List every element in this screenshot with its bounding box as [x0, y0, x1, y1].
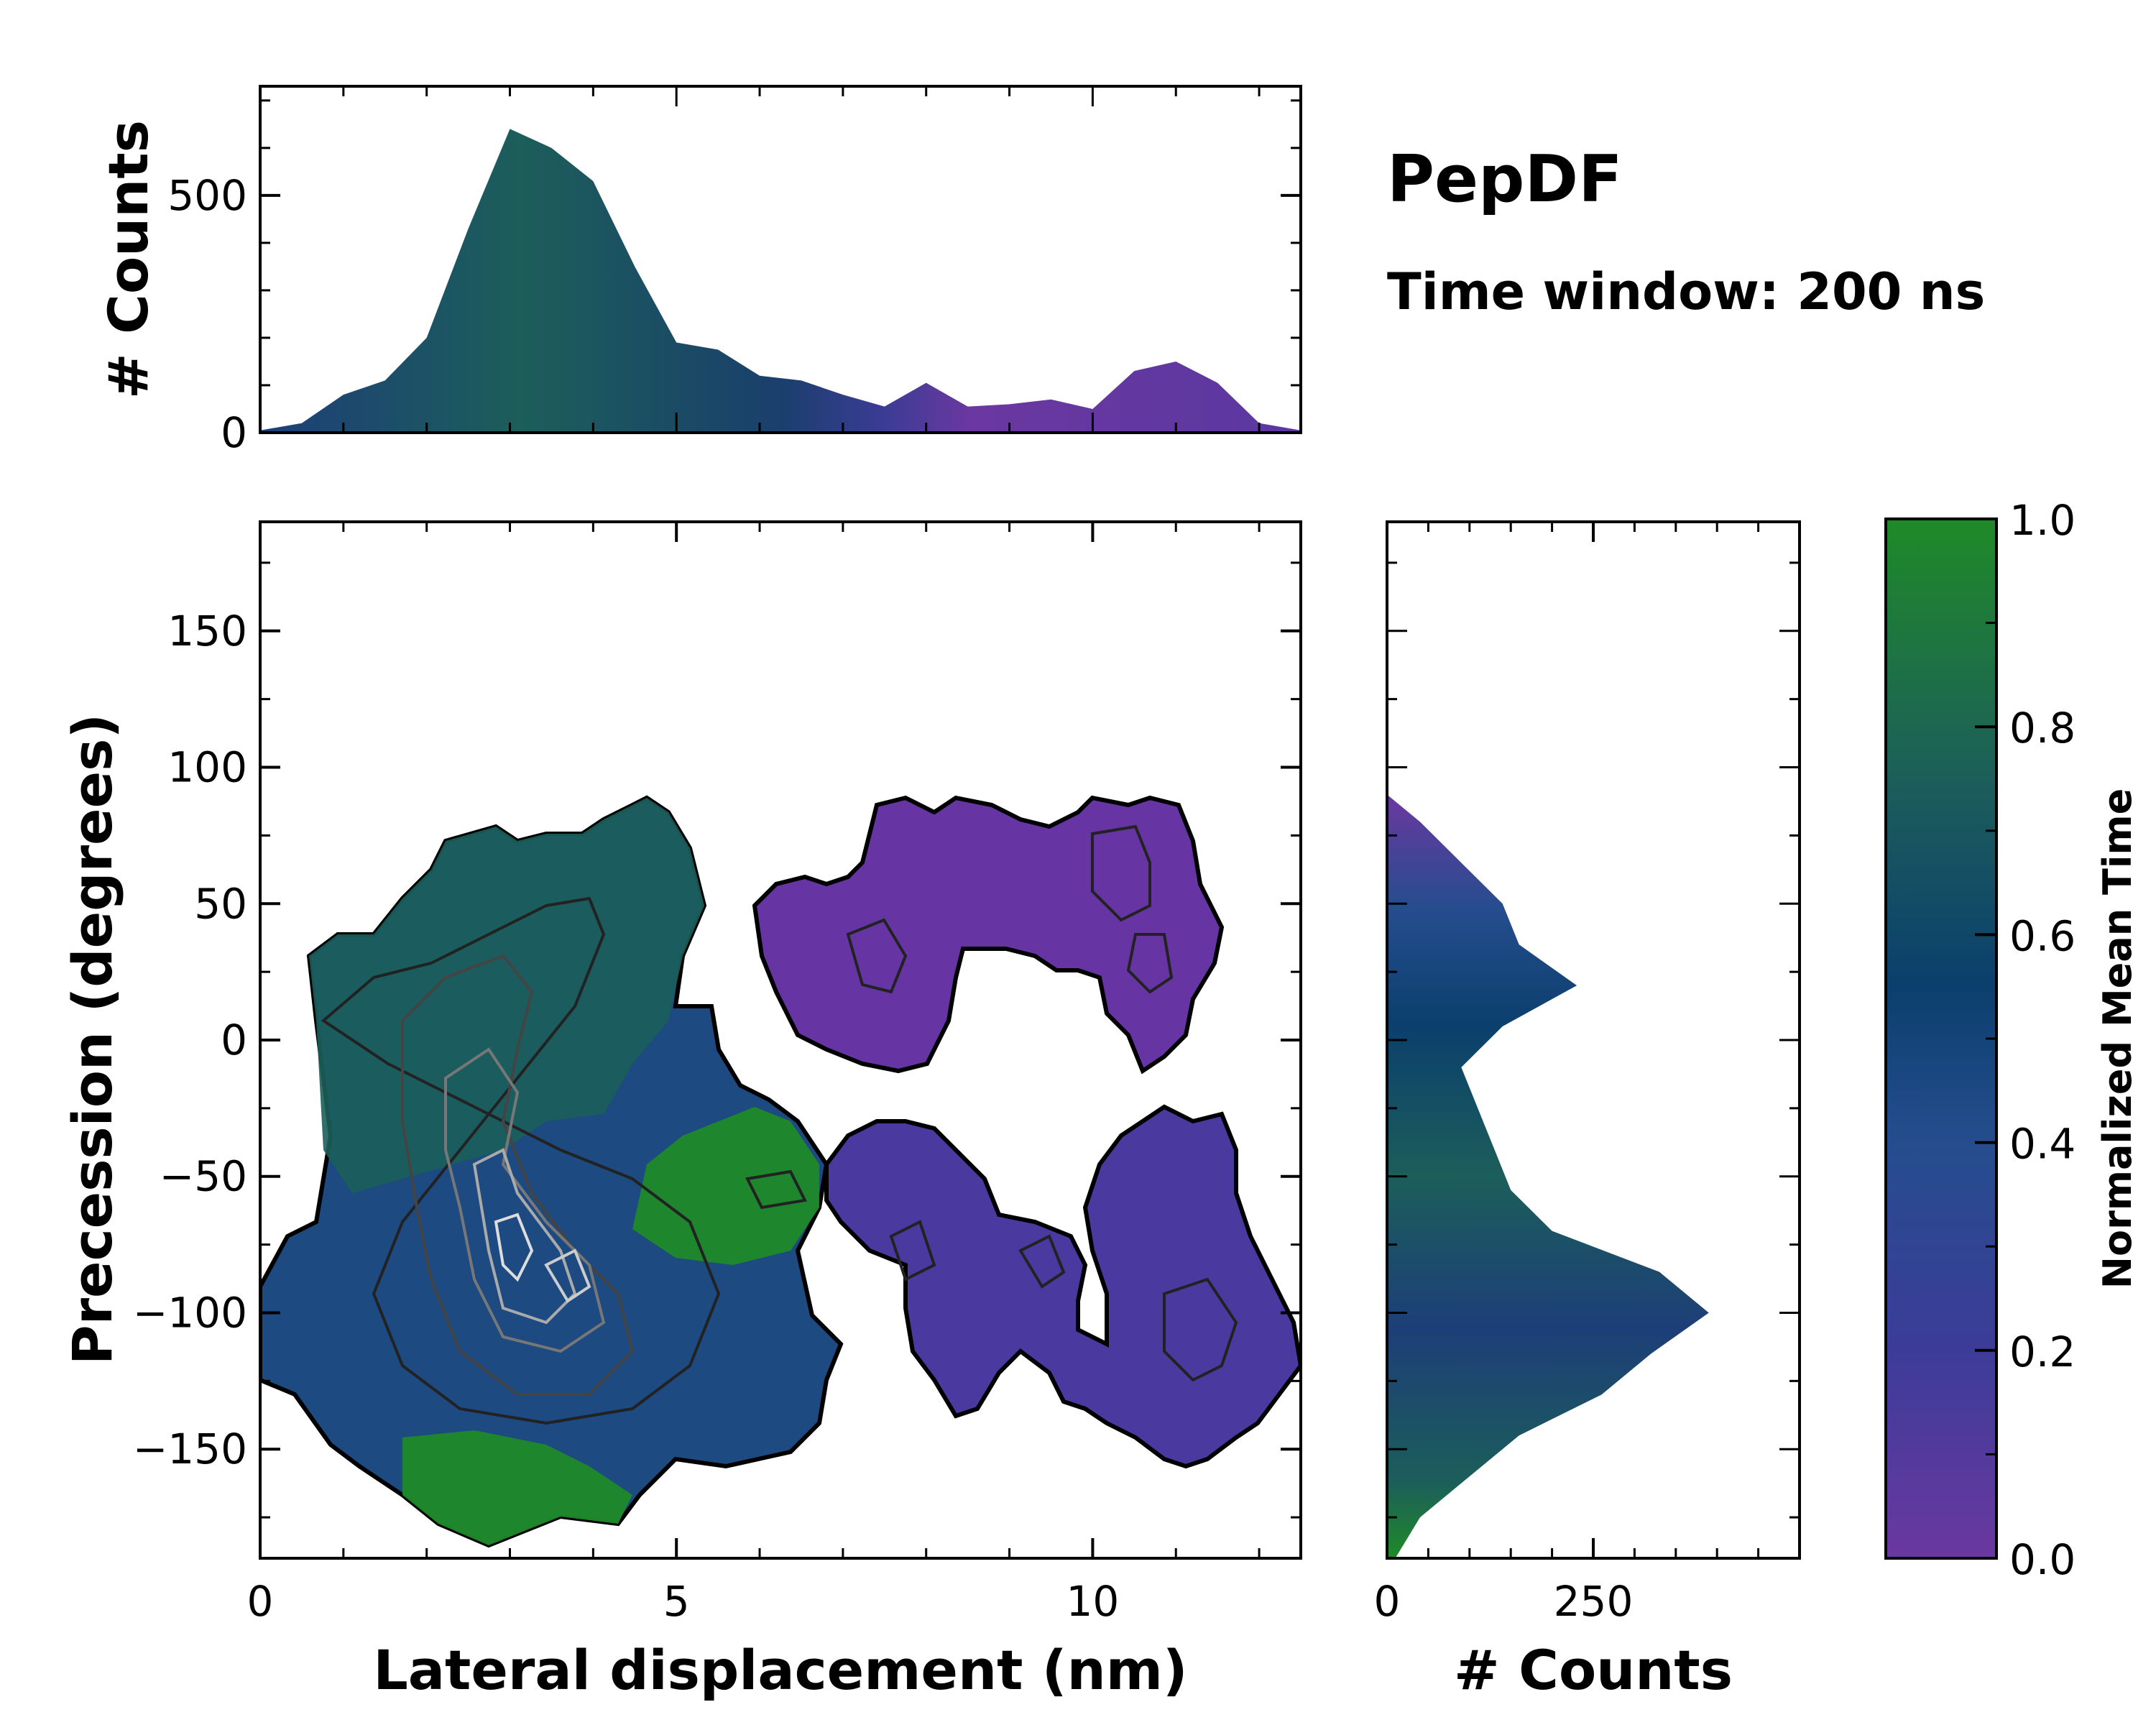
heatmap-regions [260, 795, 1301, 1548]
colorbar-tick-label: 1.0 [2009, 496, 2076, 545]
right-histogram-bars [1387, 794, 1709, 1558]
cluster-b-region [752, 795, 1225, 1075]
top-y-ticks: 0 500 [167, 86, 1301, 457]
top-histogram-area [260, 129, 1301, 433]
contour-lines [321, 824, 1238, 1425]
main-x-label: Lateral displacement (nm) [373, 1638, 1187, 1702]
top-y-label: # Counts [96, 120, 160, 399]
main-y-tick-label: 150 [167, 607, 247, 656]
right-x-label: # Counts [1454, 1638, 1733, 1702]
main-y-tick-label: −50 [160, 1152, 247, 1201]
right-histogram-area [1387, 794, 1709, 1558]
cluster-a-green-bottom [402, 1430, 632, 1545]
main-y-tick-label: 0 [221, 1016, 247, 1064]
chart-title: PepDF [1387, 142, 1623, 217]
cluster-a-green-top [309, 798, 704, 1193]
main-x-tick-label: 5 [663, 1577, 690, 1626]
main-y-tick-label: 100 [167, 743, 247, 792]
right-x-ticks: 0 250 [1374, 522, 1800, 1626]
top-histogram-bars [260, 129, 1301, 433]
main-x-ticks: 0 5 10 [247, 522, 1261, 1626]
top-y-tick-label: 0 [221, 408, 247, 457]
main-y-ticks: 150 100 50 0 −50 −100 −150 [133, 561, 1301, 1519]
colorbar: 0.0 0.2 0.4 0.6 0.8 1.0 Normalized Mean Time [1884, 496, 2140, 1584]
main-y-tick-label: −150 [133, 1425, 247, 1473]
colorbar-tick-label: 0.6 [2009, 911, 2076, 960]
right-x-tick-label: 250 [1554, 1577, 1634, 1626]
colorbar-ticks: 0.0 0.2 0.4 0.6 0.8 1.0 [1975, 496, 2076, 1584]
main-y-tick-label: 50 [194, 879, 247, 928]
main-x-tick-label: 10 [1066, 1577, 1119, 1626]
cluster-c-region [824, 1104, 1301, 1469]
main-y-label: Precession (degrees) [60, 714, 124, 1365]
main-y-tick-label: −100 [133, 1288, 247, 1337]
main-heatmap-panel: 0 5 10 150 100 50 0 −50 −100 −150 Lateral displa… [60, 520, 1302, 1702]
right-histogram-panel: 0 250 # Counts [1374, 520, 1801, 1702]
main-x-tick-label: 0 [247, 1577, 274, 1626]
top-histogram-panel: 0 500 # Counts [96, 85, 1302, 457]
colorbar-label: Normalized Mean Time [2095, 788, 2140, 1289]
right-x-tick-label: 0 [1374, 1577, 1401, 1626]
colorbar-bar [1884, 518, 1998, 1560]
top-y-tick-label: 500 [167, 171, 247, 220]
top-axes-frame [259, 85, 1302, 434]
cluster-a-green-mid [632, 1107, 819, 1265]
colorbar-tick-label: 0.0 [2009, 1535, 2076, 1584]
chart-subtitle: Time window: 200 ns [1387, 262, 1985, 321]
colorbar-tick-label: 0.4 [2009, 1120, 2076, 1169]
colorbar-tick-label: 0.8 [2009, 704, 2076, 753]
colorbar-tick-label: 0.2 [2009, 1328, 2076, 1376]
